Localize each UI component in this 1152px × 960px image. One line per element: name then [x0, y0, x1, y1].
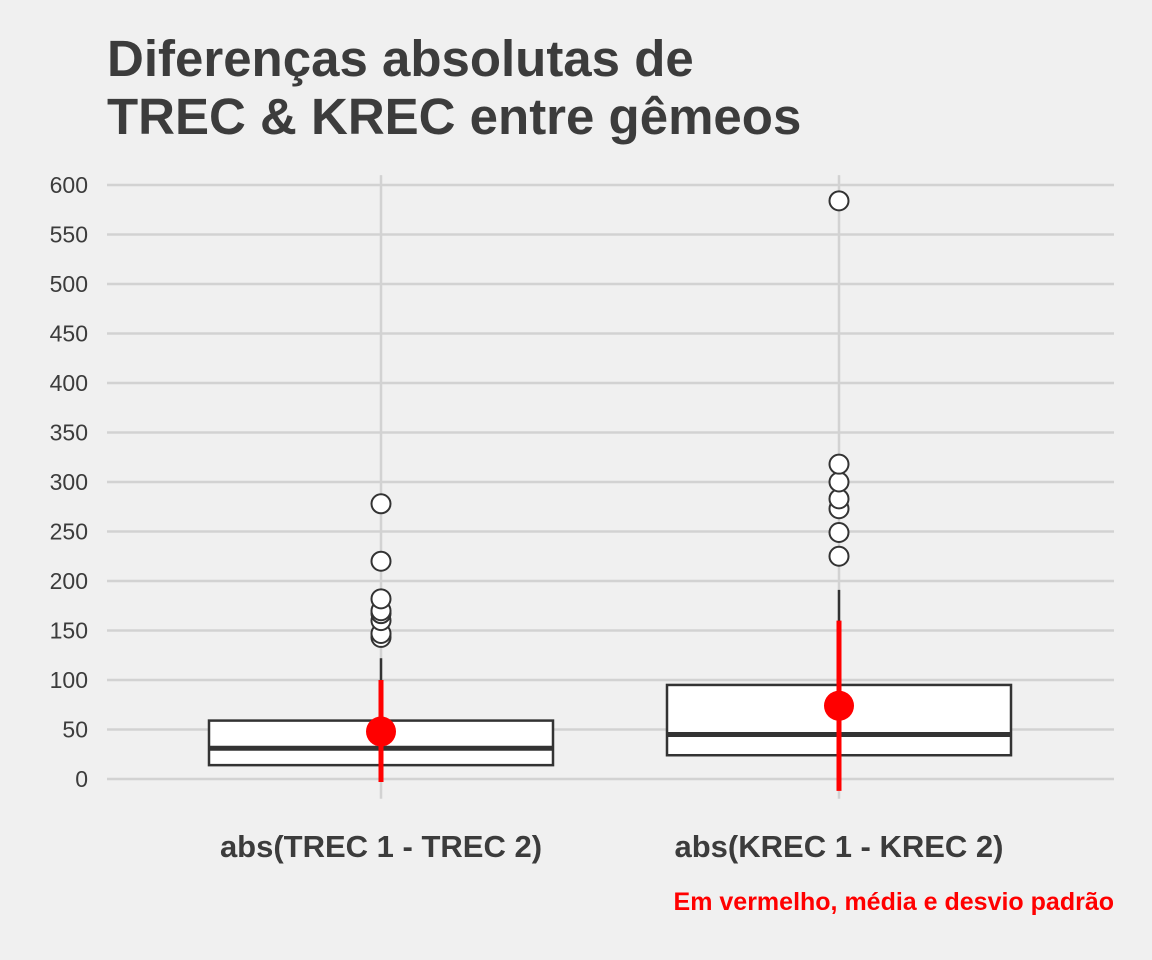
- y-tick-label: 600: [50, 172, 88, 198]
- x-tick-label: abs(TREC 1 - TREC 2): [220, 829, 542, 864]
- chart-title: Diferenças absolutas de TREC & KREC entr…: [107, 30, 801, 146]
- chart-caption: Em vermelho, média e desvio padrão: [673, 888, 1114, 916]
- x-tick-label: abs(KREC 1 - KREC 2): [675, 829, 1004, 864]
- y-tick-label: 100: [50, 667, 88, 693]
- chart-title-line-2: TREC & KREC entre gêmeos: [107, 88, 802, 145]
- outlier-point: [828, 545, 850, 567]
- outlier-point: [370, 588, 392, 610]
- outlier-point: [370, 550, 392, 572]
- outlier-point: [828, 471, 850, 493]
- y-axis-ticks: 0 50 100 150 200 250 300 350 400 450 500 550 600: [50, 172, 88, 792]
- y-tick-label: 50: [62, 717, 88, 743]
- boxplot-layer: [207, 190, 1013, 791]
- outlier-point: [828, 521, 850, 543]
- grid-layer: [107, 175, 1114, 799]
- y-tick-label: 250: [50, 519, 88, 545]
- y-tick-label: 200: [50, 568, 88, 594]
- mean-point: [366, 716, 396, 747]
- y-tick-label: 150: [50, 618, 88, 644]
- y-tick-label: 300: [50, 469, 88, 495]
- y-tick-label: 550: [50, 222, 88, 248]
- y-tick-label: 500: [50, 271, 88, 297]
- box-group: [207, 493, 555, 782]
- outlier-point: [370, 493, 392, 515]
- y-tick-label: 450: [50, 321, 88, 347]
- outlier-point: [828, 453, 850, 475]
- y-tick-label: 0: [75, 766, 88, 792]
- y-tick-label: 350: [50, 420, 88, 446]
- box-group: [665, 190, 1013, 791]
- outlier-point: [828, 190, 850, 212]
- chart-title-line-1: Diferenças absolutas de: [107, 30, 694, 87]
- mean-point: [824, 690, 854, 721]
- x-axis-ticks: abs(TREC 1 - TREC 2) abs(KREC 1 - KREC 2): [220, 829, 1004, 864]
- y-tick-label: 400: [50, 370, 88, 396]
